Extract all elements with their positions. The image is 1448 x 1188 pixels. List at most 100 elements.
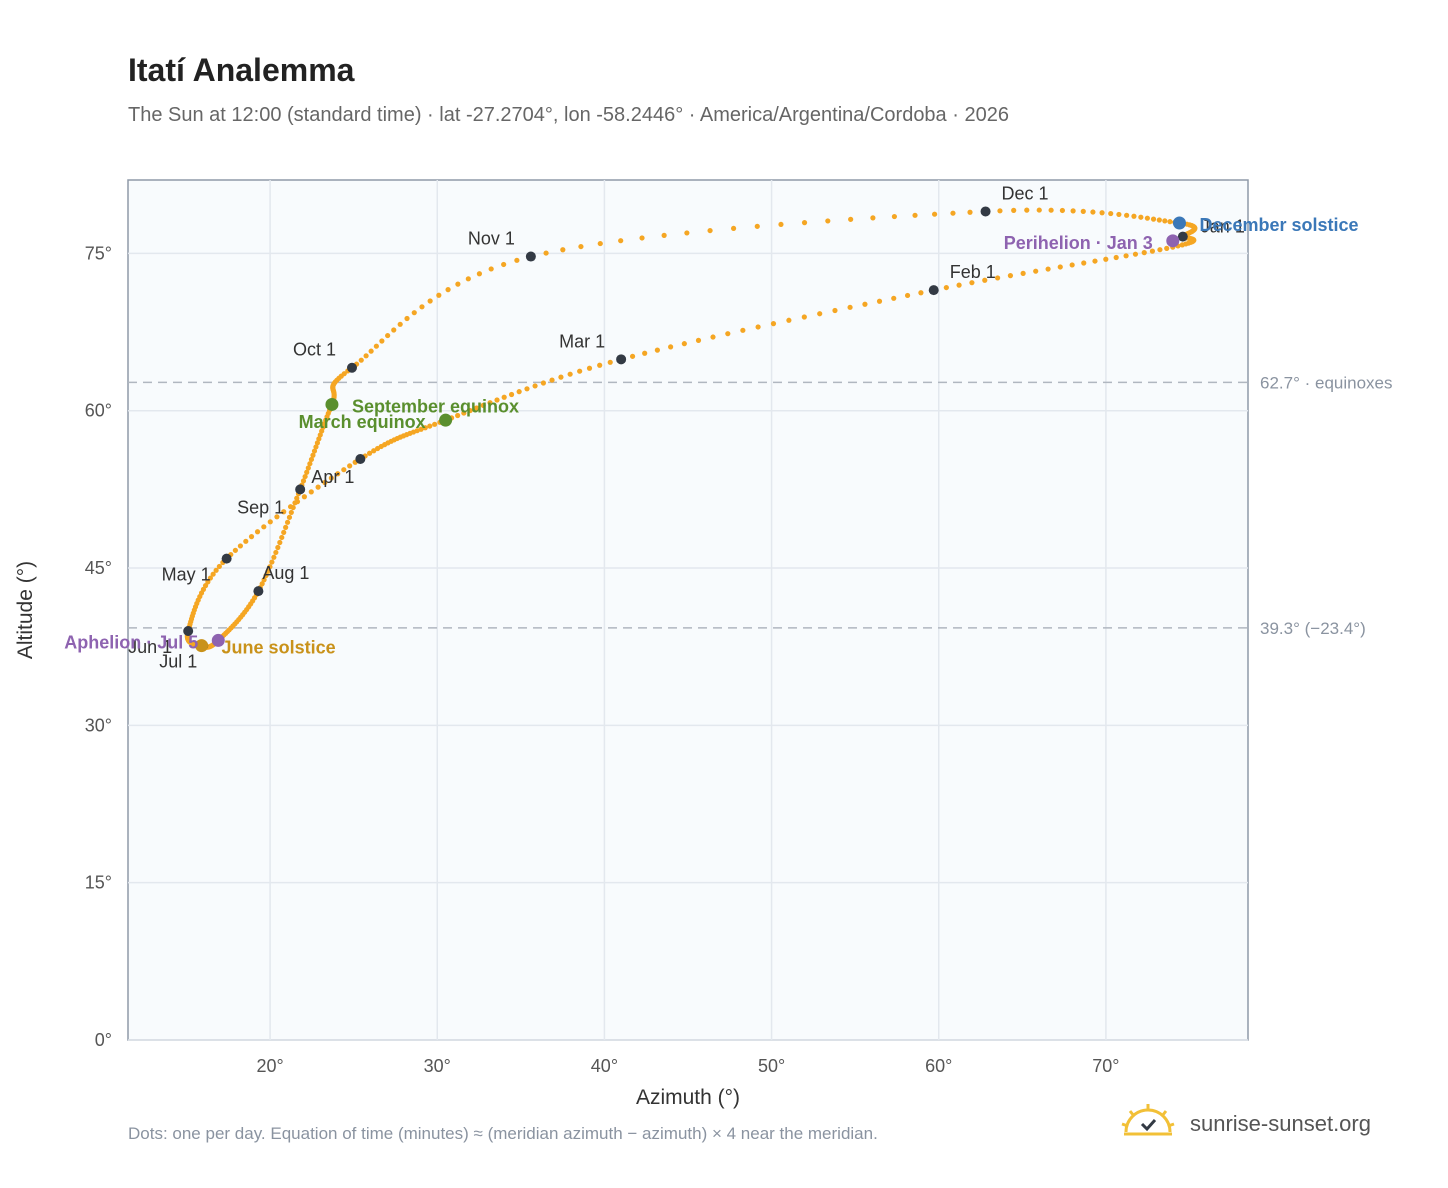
- daily-dot: [931, 211, 938, 217]
- daily-dot: [261, 577, 267, 583]
- daily-dot: [1048, 207, 1054, 213]
- daily-dot: [267, 564, 273, 570]
- daily-dot: [455, 412, 461, 419]
- daily-dot: [283, 524, 289, 530]
- daily-dot: [1113, 254, 1119, 261]
- daily-dot: [730, 225, 737, 232]
- event-dot: [195, 639, 209, 653]
- daily-dot: [654, 347, 660, 353]
- month-dot: [347, 362, 357, 373]
- daily-dot: [891, 295, 897, 301]
- daily-dot: [770, 321, 777, 327]
- daily-dot: [292, 500, 298, 506]
- daily-dot: [684, 230, 690, 236]
- daily-dot: [385, 332, 391, 339]
- daily-dot: [465, 276, 471, 282]
- daily-dot: [488, 266, 494, 272]
- daily-dot: [263, 572, 269, 579]
- daily-dot: [1069, 262, 1075, 268]
- daily-dot: [308, 456, 315, 463]
- daily-dot: [248, 534, 255, 540]
- month-label: Feb 1: [950, 262, 996, 282]
- month-dot: [355, 453, 366, 464]
- daily-dot: [335, 471, 341, 477]
- daily-dot: [368, 348, 374, 354]
- daily-dot: [549, 377, 555, 383]
- daily-dot: [1132, 251, 1139, 257]
- daily-dot: [578, 243, 584, 250]
- daily-dot: [1144, 215, 1150, 221]
- daily-dot: [213, 567, 219, 573]
- daily-dot: [232, 547, 238, 553]
- daily-dot: [967, 209, 973, 215]
- daily-dot: [269, 559, 275, 565]
- daily-dot: [825, 218, 831, 224]
- daily-dot: [501, 394, 507, 400]
- daily-dot: [254, 529, 261, 535]
- y-tick-label: 30°: [85, 715, 112, 735]
- daily-dot: [891, 213, 898, 220]
- daily-dot: [501, 261, 507, 268]
- daily-dot: [817, 311, 823, 317]
- y-tick-label: 75°: [85, 243, 112, 263]
- y-tick-label: 60°: [85, 401, 112, 421]
- daily-dot: [281, 509, 287, 515]
- daily-dot: [467, 407, 473, 414]
- month-label: Jun 1: [128, 637, 172, 657]
- daily-dot: [300, 478, 307, 484]
- daily-dot: [341, 371, 347, 377]
- daily-dot: [1123, 253, 1129, 259]
- daily-dot: [1149, 248, 1156, 254]
- daily-dot: [1045, 266, 1051, 272]
- daily-dot: [279, 534, 285, 541]
- x-tick-label: 20°: [256, 1056, 283, 1076]
- daily-dot: [1162, 218, 1168, 224]
- event-dot: [325, 397, 339, 411]
- daily-dot: [1141, 250, 1147, 256]
- x-axis-label: Azimuth (°): [636, 1086, 740, 1109]
- daily-dot: [543, 250, 549, 256]
- footer-note: Dots: one per day. Equation of time (min…: [128, 1124, 878, 1143]
- daily-dot: [567, 371, 573, 377]
- daily-dot: [274, 514, 280, 520]
- daily-dot: [445, 287, 451, 293]
- daily-dot: [271, 554, 277, 560]
- daily-dot: [1116, 211, 1122, 218]
- daily-dot: [419, 304, 425, 310]
- y-tick-label: 0°: [95, 1030, 112, 1050]
- daily-dot: [695, 337, 702, 343]
- event-label: June solstice: [222, 638, 336, 658]
- chart-title: Itatí Analemma: [128, 52, 355, 88]
- daily-dot: [681, 341, 687, 347]
- month-label: Jan 1: [1201, 217, 1245, 237]
- daily-dot: [366, 450, 373, 456]
- event-label: Perihelion · Jan 3: [1004, 233, 1153, 253]
- daily-dot: [328, 475, 334, 481]
- daily-dot: [311, 448, 318, 454]
- brand[interactable]: sunrise-sunset.org: [1120, 1102, 1371, 1146]
- daily-dot: [1070, 208, 1076, 214]
- daily-dot: [363, 353, 369, 359]
- daily-dot: [422, 425, 428, 431]
- month-dot: [980, 206, 991, 217]
- daily-dot: [607, 359, 613, 365]
- event-label: Aphelion · Jul 5: [64, 632, 198, 652]
- month-label: May 1: [162, 565, 211, 585]
- daily-dot: [1108, 210, 1114, 217]
- event-markers: June solstice December solstice March equi…: [64, 215, 1358, 658]
- daily-dot: [754, 223, 760, 229]
- daily-dot: [904, 292, 911, 299]
- month-dot: [253, 586, 264, 597]
- daily-dot: [586, 365, 593, 371]
- daily-dot: [476, 271, 483, 277]
- daily-dot: [1164, 245, 1170, 251]
- daily-dot: [1103, 256, 1109, 262]
- daily-dot: [302, 473, 308, 480]
- month-label: Jul 1: [159, 652, 197, 672]
- daily-dot: [912, 212, 918, 218]
- daily-dot: [391, 327, 397, 333]
- daily-dot: [725, 331, 731, 337]
- daily-dot: [1059, 207, 1065, 214]
- x-tick-label: 40°: [591, 1056, 618, 1076]
